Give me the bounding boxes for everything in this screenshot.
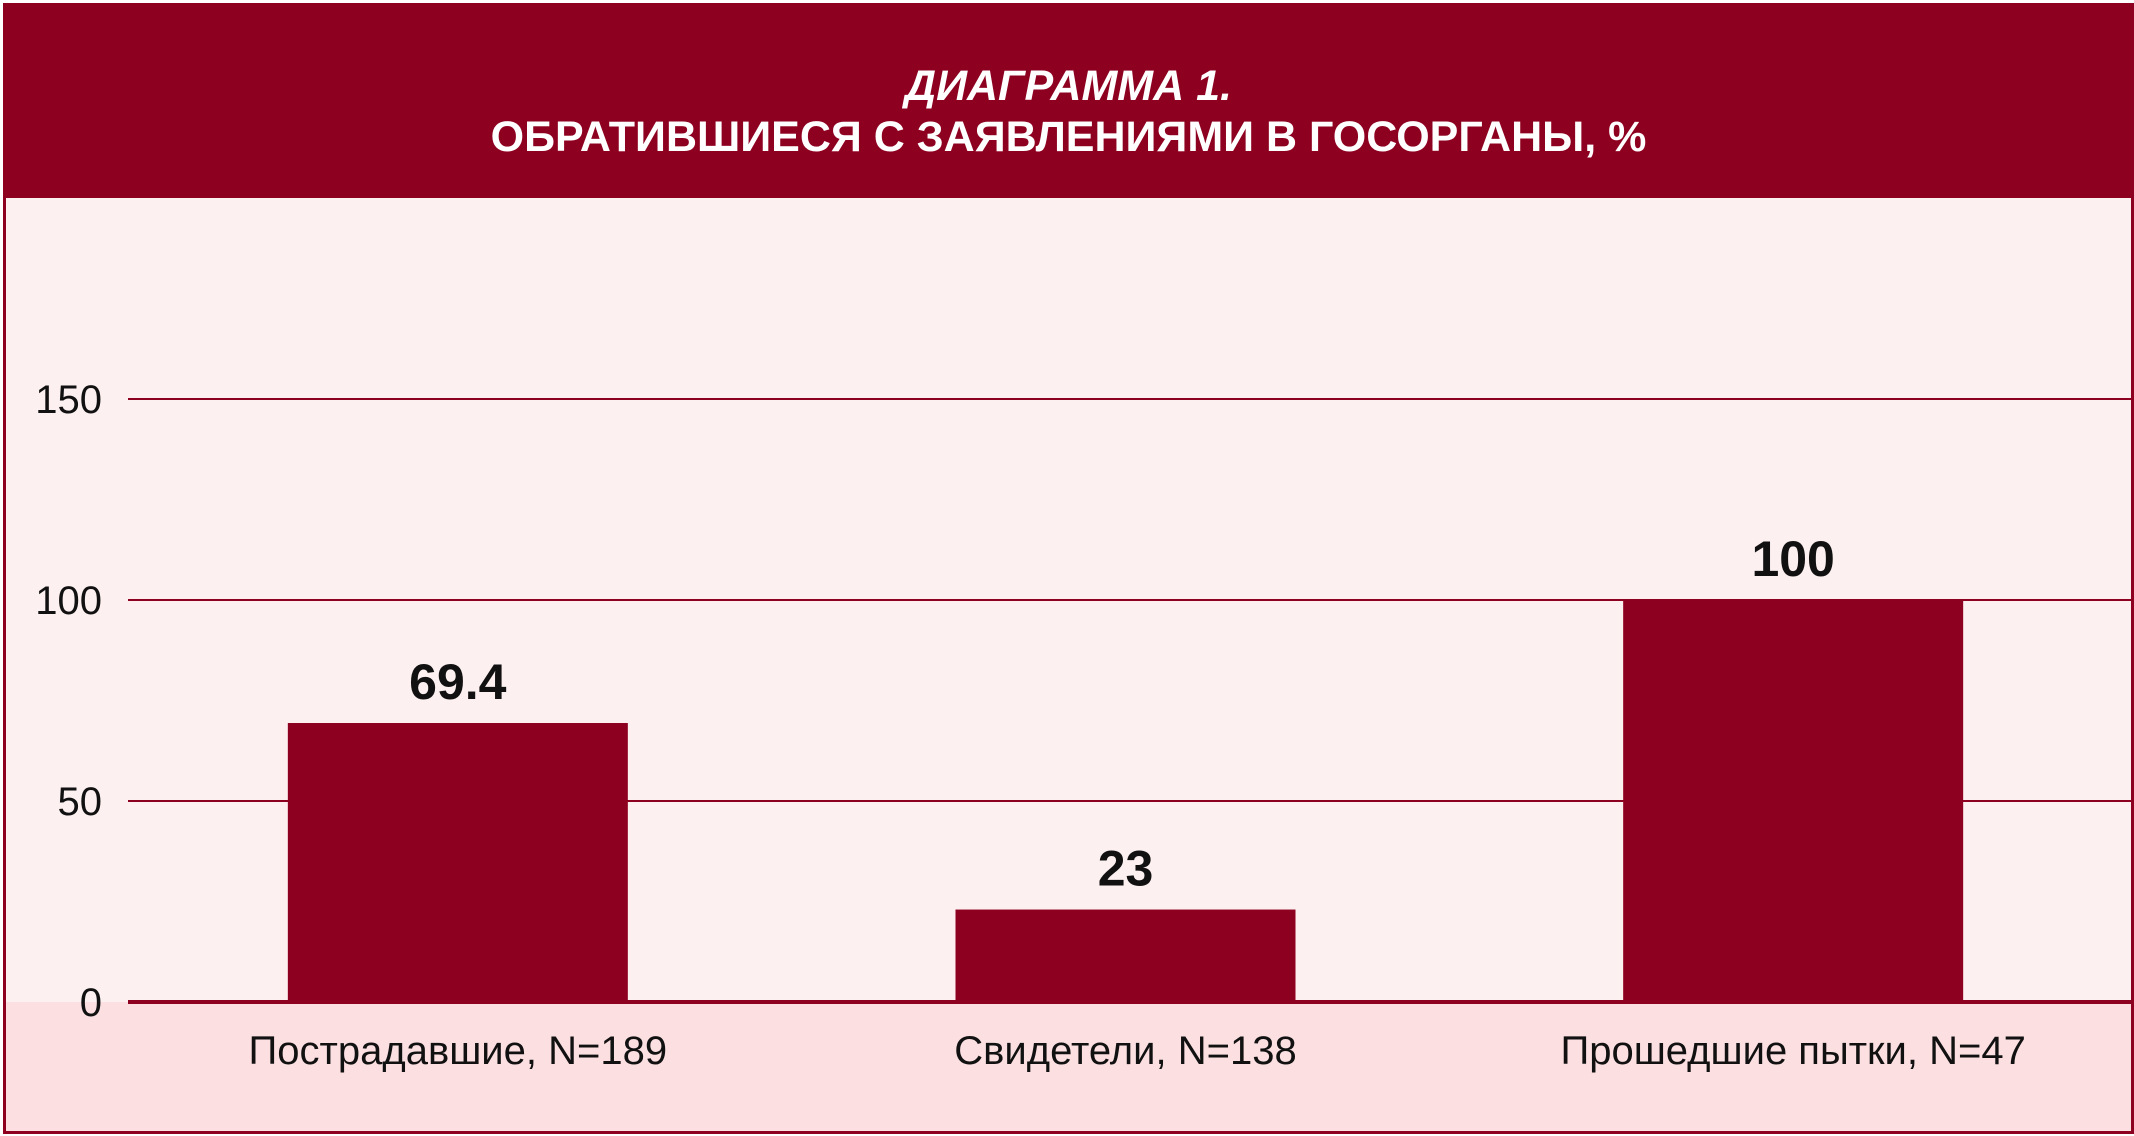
category-label: Прошедшие пытки, N=47 — [1560, 1029, 2025, 1073]
bars — [287, 600, 1964, 1002]
chart-title: ДИАГРАММА 1. — [905, 62, 1232, 110]
chart-subtitle: ОБРАТИВШИЕСЯ С ЗАЯВЛЕНИЯМИ В ГОСОРГАНЫ, … — [490, 113, 1647, 161]
chart-header: ДИАГРАММА 1. ОБРАТИВШИЕСЯ С ЗАЯВЛЕНИЯМИ … — [6, 6, 2131, 198]
labels: 0 50 100 150 69.4 Пострадавшие, N=189 23 Свидет… — [35, 378, 2026, 1073]
data-label: 23 — [1098, 841, 1154, 897]
y-tick-label: 50 — [58, 780, 103, 824]
data-label: 100 — [1751, 531, 1834, 587]
category-band — [6, 1002, 2131, 1131]
bar-chart: 0 50 100 150 69.4 Пострадавшие, N=189 23 Свидет… — [35, 378, 2131, 1073]
category-label: Пострадавшие, N=189 — [249, 1029, 668, 1073]
y-tick-label: 150 — [35, 378, 102, 422]
category-label: Свидетели, N=138 — [954, 1029, 1296, 1073]
data-label: 69.4 — [409, 654, 507, 710]
bar — [1623, 600, 1964, 1002]
y-tick-label: 100 — [35, 579, 102, 623]
chart-frame: ДИАГРАММА 1. ОБРАТИВШИЕСЯ С ЗАЯВЛЕНИЯМИ … — [3, 3, 2134, 1134]
bar — [955, 909, 1296, 1002]
bar — [287, 723, 628, 1002]
y-tick-label: 0 — [80, 981, 102, 1025]
